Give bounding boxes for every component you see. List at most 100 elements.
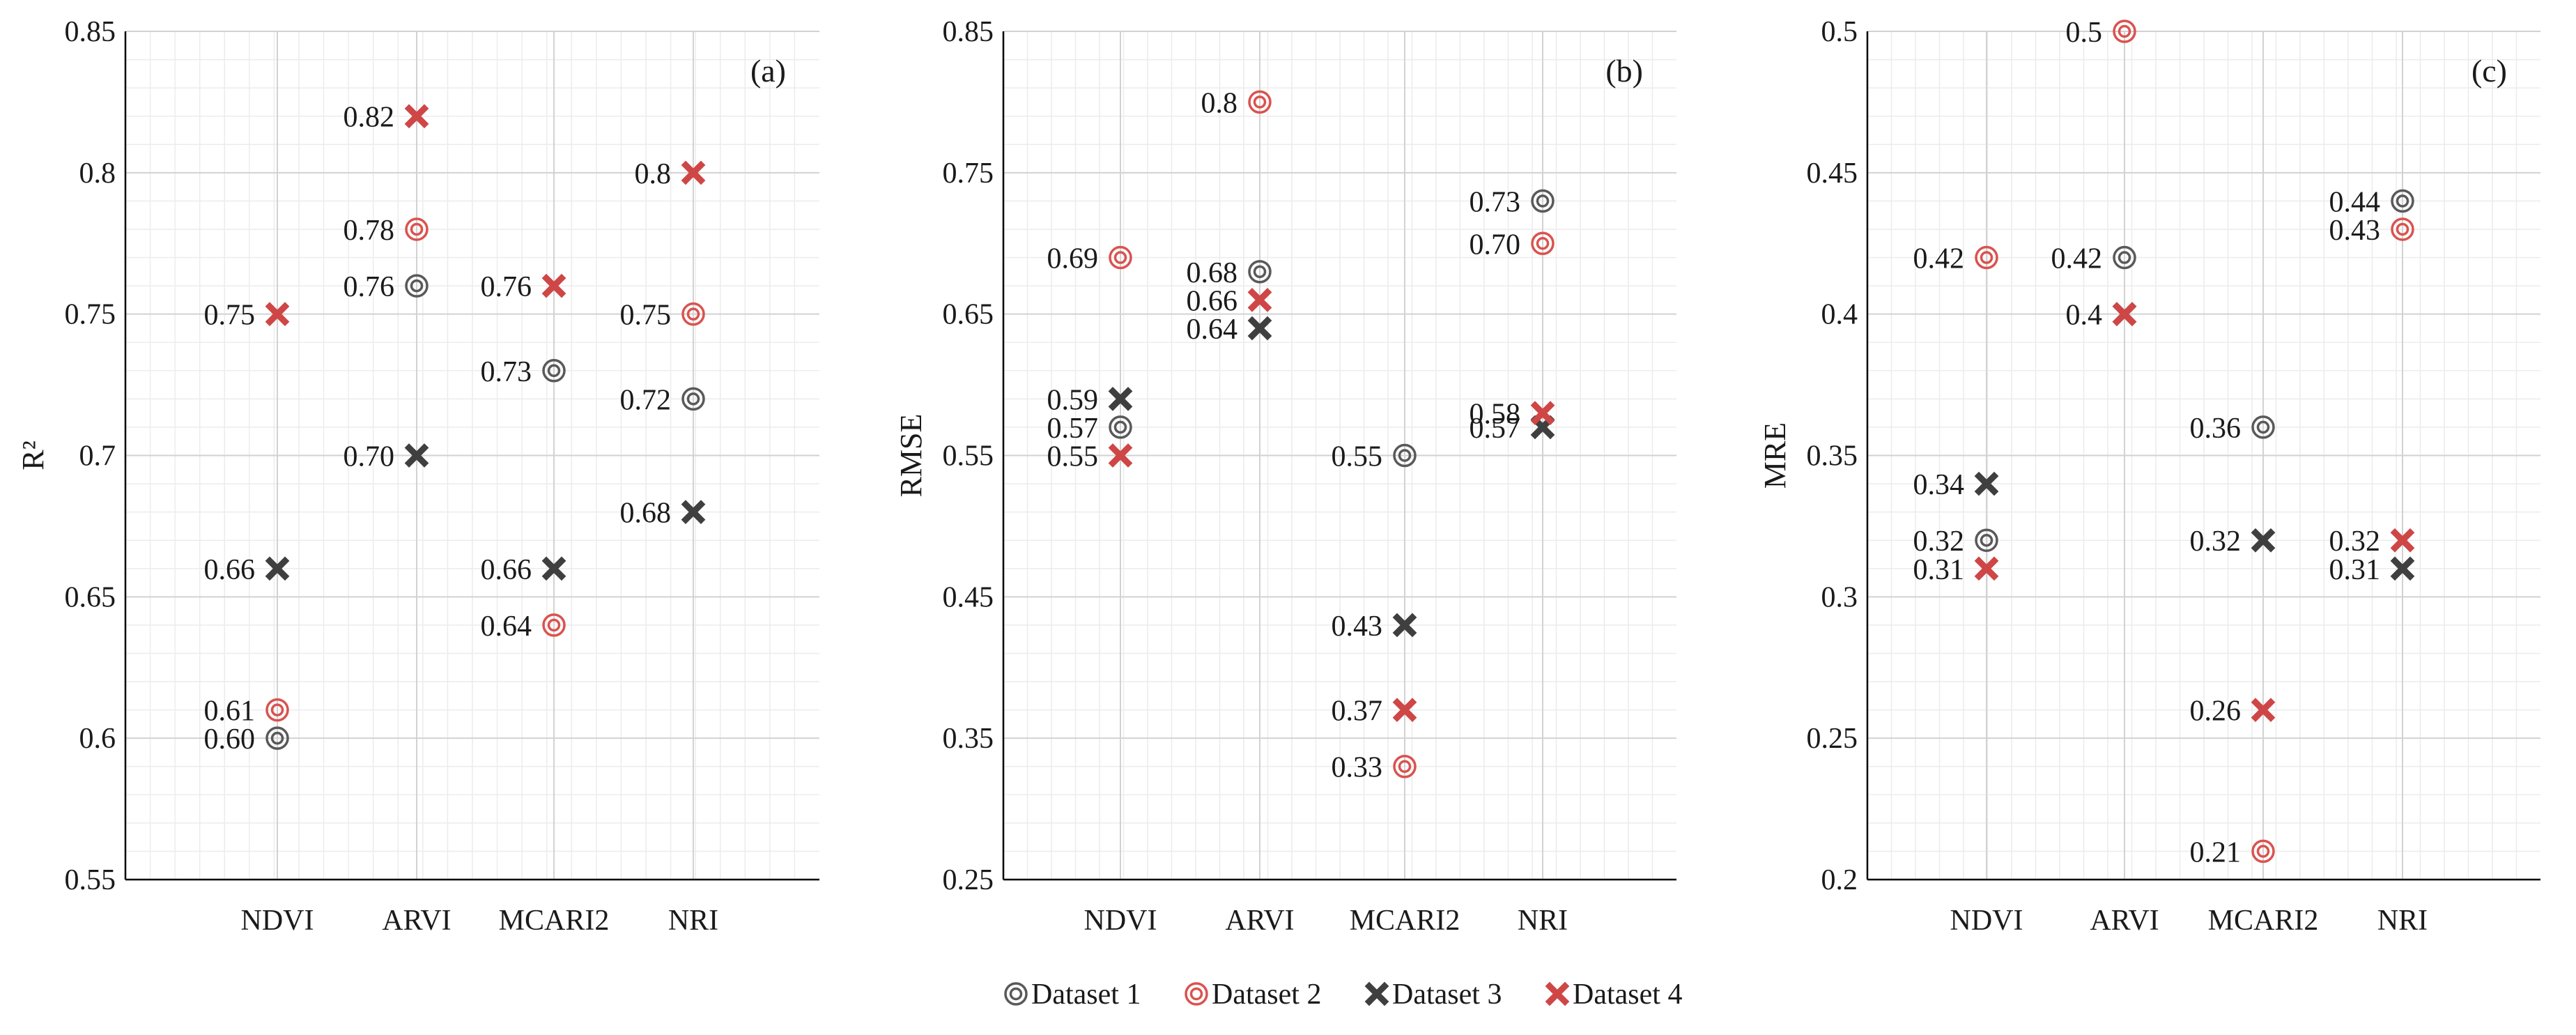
point-dataset-1-mcari2 [1393, 443, 1417, 468]
data-label-dataset-4-arvi: 0.82 [344, 102, 395, 134]
point-dataset-1-mcari2 [2251, 415, 2275, 439]
point-dataset-2-arvi [1248, 90, 1272, 114]
x-tick-label-mcari2: MCARI2 [499, 905, 610, 937]
x-tick-label-mcari2: MCARI2 [1350, 905, 1460, 937]
x-tick-label-nri: NRI [668, 905, 718, 937]
legend-item-dataset-2: Dataset 2 [1185, 979, 1321, 1011]
point-dataset-4-ndvi [1108, 443, 1133, 468]
point-dataset-1-ndvi [1975, 528, 1998, 552]
x-tick-label-ndvi: NDVI [1950, 905, 2023, 937]
data-label-dataset-1-arvi: 0.76 [344, 271, 395, 303]
point-dataset-2-ndvi [1109, 245, 1132, 270]
point-dataset-2-ndvi [265, 698, 289, 722]
x-tick-label-arvi: ARVI [382, 905, 451, 937]
point-dataset-1-nri [2391, 189, 2414, 213]
panel-tag: (a) [750, 53, 786, 89]
data-label-dataset-4-arvi: 0.66 [1187, 285, 1238, 317]
data-label-dataset-2-arvi: 0.5 [2066, 17, 2103, 49]
data-label-dataset-3-ndvi: 0.34 [1913, 469, 1965, 501]
data-label-dataset-4-mcari2: 0.26 [2190, 696, 2242, 728]
y-tick-label: 0.2 [1821, 864, 1858, 896]
x-tick-label-ndvi: NDVI [241, 905, 314, 937]
data-label-dataset-1-nri: 0.73 [1470, 186, 1521, 218]
point-dataset-3-mcari2 [541, 556, 566, 581]
y-tick-label: 0.35 [1807, 440, 1858, 473]
data-label-dataset-3-nri: 0.31 [2329, 554, 2381, 586]
data-label-dataset-1-arvi: 0.68 [1187, 257, 1238, 289]
data-label-dataset-1-ndvi: 0.60 [204, 723, 256, 756]
data-label-dataset-2-mcari2: 0.64 [481, 611, 532, 643]
point-dataset-4-arvi [404, 104, 429, 129]
legend-label-dataset-1: Dataset 1 [1031, 979, 1141, 1011]
point-dataset-4-mcari2 [1392, 698, 1417, 722]
data-label-dataset-2-mcari2: 0.33 [1332, 752, 1383, 784]
data-label-dataset-1-ndvi: 0.32 [1913, 526, 1965, 558]
data-label-dataset-3-ndvi: 0.66 [204, 554, 256, 586]
data-label-dataset-1-nri: 0.44 [2329, 186, 2381, 218]
data-label-dataset-3-mcari2: 0.43 [1332, 611, 1383, 643]
point-dataset-1-arvi [2113, 245, 2136, 270]
data-label-dataset-3-mcari2: 0.32 [2190, 526, 2242, 558]
point-dataset-3-ndvi [1108, 387, 1133, 411]
y-axis-title: R² [16, 440, 50, 470]
panel-tag: (c) [2471, 53, 2507, 89]
point-dataset-1-arvi [1248, 260, 1272, 284]
point-dataset-4-nri [1530, 401, 1555, 426]
data-label-dataset-3-arvi: 0.70 [344, 441, 395, 473]
y-tick-label: 0.5 [1821, 16, 1858, 48]
data-label-dataset-2-ndvi: 0.42 [1913, 243, 1965, 275]
data-points: 0.570.680.550.730.690.80.330.700.590.640… [1047, 87, 1555, 784]
legend-marker-dataset-3 [1364, 981, 1389, 1006]
panel-tag: (b) [1605, 53, 1643, 89]
point-dataset-1-ndvi [265, 726, 289, 750]
point-dataset-1-ndvi [1109, 415, 1132, 439]
data-label-dataset-1-nri: 0.72 [620, 384, 672, 416]
x-tick-label-mcari2: MCARI2 [2208, 905, 2319, 937]
y-tick-label: 0.55 [943, 440, 994, 473]
point-dataset-2-arvi [405, 217, 429, 241]
y-tick-label: 0.65 [65, 581, 116, 613]
point-dataset-4-ndvi [1974, 556, 1999, 581]
point-dataset-4-nri [681, 160, 706, 185]
point-dataset-2-arvi [2113, 20, 2136, 43]
x-tick-label-arvi: ARVI [2090, 905, 2159, 937]
data-label-dataset-4-nri: 0.8 [635, 158, 672, 190]
point-dataset-2-mcari2 [542, 613, 566, 637]
data-label-dataset-1-arvi: 0.42 [2051, 243, 2103, 275]
point-dataset-2-nri [681, 302, 705, 326]
data-label-dataset-2-ndvi: 0.61 [204, 696, 256, 728]
point-dataset-3-arvi [1247, 316, 1272, 341]
legend-marker-dataset-2 [1185, 982, 1208, 1006]
y-tick-label: 0.55 [65, 864, 116, 896]
y-tick-label: 0.75 [943, 158, 994, 190]
data-label-dataset-3-mcari2: 0.66 [481, 554, 532, 586]
point-dataset-2-nri [1531, 231, 1555, 255]
data-label-dataset-4-nri: 0.58 [1470, 399, 1521, 431]
data-points: 0.60 0.76 0.73 0.72 0.61 0.78 0.64 0.75 0.66 0.70… [204, 102, 706, 756]
chart-panel-a: 0.55 0.6 0.65 0.7 0.75 0.8 0.85 NDVI ARVI MCARI2 N… [16, 16, 819, 937]
data-label-dataset-4-ndvi: 0.75 [204, 300, 256, 332]
y-tick-label: 0.8 [79, 158, 116, 190]
legend-marker-dataset-1 [1004, 982, 1028, 1006]
point-dataset-4-mcari2 [541, 273, 566, 298]
data-label-dataset-3-arvi: 0.64 [1187, 314, 1238, 346]
y-tick-label: 0.45 [943, 581, 994, 613]
legend-item-dataset-1: Dataset 1 [1004, 979, 1141, 1011]
legend-label-dataset-3: Dataset 3 [1392, 979, 1502, 1011]
point-dataset-2-mcari2 [2251, 839, 2275, 864]
point-dataset-1-nri [1531, 189, 1555, 213]
y-tick-label: 0.85 [943, 16, 994, 48]
y-tick-label: 0.65 [943, 299, 994, 331]
legend-item-dataset-3: Dataset 3 [1364, 979, 1502, 1011]
chart-panel-b: 0.25 0.35 0.45 0.55 0.65 0.75 0.85 NDVI ARVI MCAR… [894, 16, 1676, 937]
point-dataset-4-ndvi [265, 302, 290, 327]
y-tick-label: 0.85 [65, 16, 116, 48]
x-tick-label-nri: NRI [1518, 905, 1568, 937]
legend-marker-dataset-4 [1545, 981, 1570, 1006]
data-label-dataset-3-nri: 0.57 [1470, 413, 1521, 445]
data-label-dataset-3-ndvi: 0.59 [1047, 384, 1099, 416]
legend-item-dataset-4: Dataset 4 [1545, 979, 1682, 1011]
data-label-dataset-4-ndvi: 0.31 [1913, 554, 1965, 586]
point-dataset-3-nri [681, 500, 706, 524]
